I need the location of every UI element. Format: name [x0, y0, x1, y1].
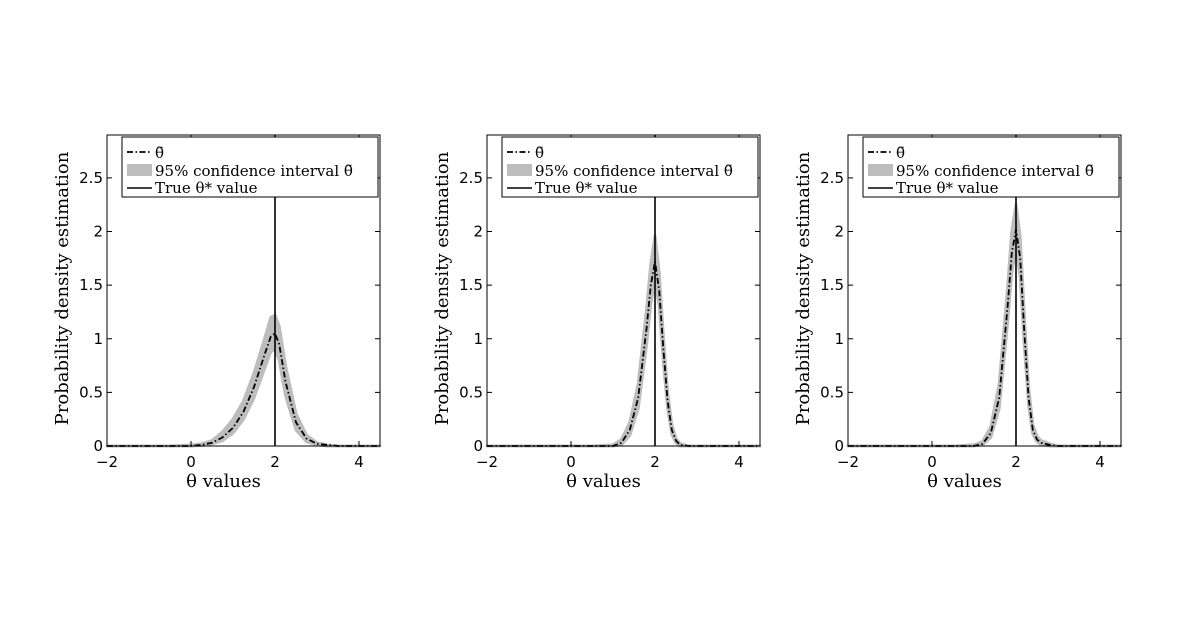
x-tick-label: 2 [270, 453, 280, 471]
legend: θ̃95% confidence interval θ̃True θ* valu… [501, 136, 759, 198]
axes-frame [847, 134, 1122, 447]
y-tick-label: 0 [93, 437, 103, 455]
y-tick-label: 1.5 [820, 276, 844, 294]
confidence-band [846, 203, 1123, 448]
x-axis-title: θ values [566, 471, 641, 492]
x-tick-label: −2 [837, 453, 859, 471]
y-tick-label: 1.5 [459, 276, 483, 294]
legend: θ̃95% confidence interval θ̃True θ* valu… [862, 136, 1120, 198]
y-tick-label: 1 [93, 330, 103, 348]
x-tick-label: 0 [566, 453, 576, 471]
legend-band-label: 95% confidence interval θ̃ [896, 162, 1094, 180]
y-tick-label: 1 [834, 330, 844, 348]
chart-panel-3: −2 0 2 4 0 0.5 1 1.5 2 2.5 θ values Probability den… [741, 0, 1141, 628]
y-tick-label: 0.5 [79, 383, 103, 401]
axes-frame [486, 134, 761, 447]
y-tick-label: 0 [834, 437, 844, 455]
y-tick-label: 2 [93, 223, 103, 241]
legend-band-swatch [127, 164, 152, 176]
y-tick-label: 1 [473, 330, 483, 348]
y-tick-label: 2 [473, 223, 483, 241]
confidence-band [485, 234, 762, 448]
y-axis-title: Probability density estimation [432, 151, 453, 425]
chart-panel-2: −2 0 2 4 0 0.5 1 1.5 2 2.5 θ values Probability den… [380, 0, 780, 628]
x-tick-label: 2 [1011, 453, 1021, 471]
estimate-series-line [107, 331, 380, 447]
legend-truth-label: True θ* value [896, 179, 999, 197]
x-tick-label: 0 [927, 453, 937, 471]
x-tick-label: 4 [734, 453, 744, 471]
legend-truth-label: True θ* value [535, 179, 638, 197]
x-tick-label: 2 [650, 453, 660, 471]
y-axis-title: Probability density estimation [52, 151, 73, 425]
y-axis-title: Probability density estimation [793, 151, 814, 425]
legend-band-label: 95% confidence interval θ̃ [155, 162, 353, 180]
legend-band-label: 95% confidence interval θ̃ [535, 162, 733, 180]
confidence-band [105, 313, 382, 448]
x-axis-title: θ values [927, 471, 1002, 492]
y-tick-label: 1.5 [79, 276, 103, 294]
y-tick-label: 0 [473, 437, 483, 455]
legend-box [121, 136, 379, 198]
y-tick-label: 2.5 [79, 169, 103, 187]
chart-panel-1: −2 0 2 4 0 0.5 1 1.5 2 2.5 θ values Probability den… [0, 0, 400, 628]
legend-estimate-label: θ̃ [535, 144, 544, 162]
x-axis-title: θ values [186, 471, 261, 492]
legend-band-swatch [868, 164, 893, 176]
x-tick-label: 4 [1095, 453, 1105, 471]
y-tick-label: 2.5 [459, 169, 483, 187]
legend-band-swatch [507, 164, 532, 176]
estimate-series-line [487, 261, 760, 447]
axes-frame [106, 134, 381, 447]
legend-truth-label: True θ* value [155, 179, 258, 197]
y-tick-label: 2.5 [820, 169, 844, 187]
x-tick-label: 4 [354, 453, 364, 471]
y-tick-label: 0.5 [820, 383, 844, 401]
y-tick-label: 2 [834, 223, 844, 241]
x-tick-label: −2 [476, 453, 498, 471]
x-tick-label: 0 [186, 453, 196, 471]
legend-estimate-label: θ̃ [155, 144, 164, 162]
y-tick-label: 0.5 [459, 383, 483, 401]
x-tick-label: −2 [96, 453, 118, 471]
legend: θ̃95% confidence interval θ̃True θ* valu… [121, 136, 379, 198]
legend-box [501, 136, 759, 198]
legend-box [862, 136, 1120, 198]
legend-estimate-label: θ̃ [896, 144, 905, 162]
estimate-series-line [848, 229, 1121, 447]
